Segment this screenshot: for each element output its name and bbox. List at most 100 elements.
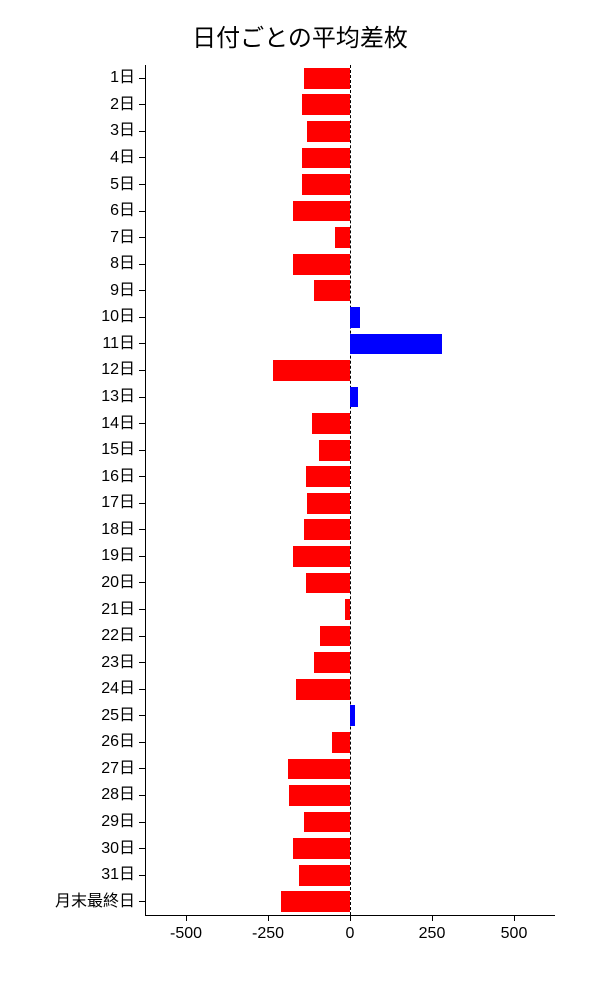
y-tick bbox=[139, 370, 145, 371]
bar-21 bbox=[345, 599, 350, 620]
bar-29 bbox=[304, 812, 350, 833]
y-tick bbox=[139, 742, 145, 743]
bar-10 bbox=[350, 307, 360, 328]
bar-17 bbox=[307, 493, 350, 514]
y-label: 10日 bbox=[101, 309, 135, 325]
y-tick bbox=[139, 211, 145, 212]
x-label: 500 bbox=[501, 925, 528, 943]
bar-30 bbox=[293, 838, 350, 859]
y-tick bbox=[139, 556, 145, 557]
bar-25 bbox=[350, 705, 355, 726]
x-label: -500 bbox=[170, 925, 202, 943]
x-tick bbox=[432, 915, 433, 921]
y-tick bbox=[139, 822, 145, 823]
bar-28 bbox=[289, 785, 350, 806]
y-label: 29日 bbox=[101, 814, 135, 830]
chart-container: 日付ごとの平均差枚 1日2日3日4日5日6日7日8日9日10日11日12日13日… bbox=[0, 0, 600, 1000]
y-tick bbox=[139, 875, 145, 876]
y-label: 12日 bbox=[101, 362, 135, 378]
y-tick bbox=[139, 476, 145, 477]
y-tick bbox=[139, 662, 145, 663]
y-tick bbox=[139, 529, 145, 530]
bar-32 bbox=[281, 891, 350, 912]
y-tick bbox=[139, 131, 145, 132]
y-label: 21日 bbox=[101, 602, 135, 618]
bar-8 bbox=[293, 254, 350, 275]
bar-12 bbox=[273, 360, 350, 381]
plot-area: 1日2日3日4日5日6日7日8日9日10日11日12日13日14日15日16日1… bbox=[145, 65, 555, 915]
y-tick bbox=[139, 450, 145, 451]
x-label: 250 bbox=[419, 925, 446, 943]
y-tick bbox=[139, 689, 145, 690]
x-tick bbox=[186, 915, 187, 921]
bar-6 bbox=[293, 201, 350, 222]
y-tick bbox=[139, 184, 145, 185]
y-axis-line bbox=[145, 65, 146, 915]
y-label: 30日 bbox=[101, 841, 135, 857]
y-tick bbox=[139, 503, 145, 504]
bar-19 bbox=[293, 546, 350, 567]
bar-5 bbox=[302, 174, 350, 195]
bar-22 bbox=[320, 626, 350, 647]
bar-11 bbox=[350, 334, 442, 355]
y-tick bbox=[139, 290, 145, 291]
bar-24 bbox=[296, 679, 350, 700]
y-label: 27日 bbox=[101, 761, 135, 777]
bar-4 bbox=[302, 148, 350, 169]
bar-15 bbox=[319, 440, 350, 461]
bar-27 bbox=[288, 759, 350, 780]
y-label: 3日 bbox=[110, 123, 135, 139]
bar-2 bbox=[302, 94, 350, 115]
x-label: 0 bbox=[346, 925, 355, 943]
bar-18 bbox=[304, 519, 350, 540]
y-label: 18日 bbox=[101, 522, 135, 538]
y-label: 1日 bbox=[110, 70, 135, 86]
y-label: 14日 bbox=[101, 416, 135, 432]
y-tick bbox=[139, 104, 145, 105]
bar-31 bbox=[299, 865, 350, 886]
y-tick bbox=[139, 715, 145, 716]
y-tick bbox=[139, 78, 145, 79]
y-tick bbox=[139, 901, 145, 902]
y-tick bbox=[139, 848, 145, 849]
x-label: -250 bbox=[252, 925, 284, 943]
y-label: 月末最終日 bbox=[55, 894, 135, 910]
y-label: 7日 bbox=[110, 230, 135, 246]
y-tick bbox=[139, 343, 145, 344]
y-label: 24日 bbox=[101, 681, 135, 697]
y-label: 17日 bbox=[101, 495, 135, 511]
chart-title: 日付ごとの平均差枚 bbox=[0, 18, 600, 53]
bar-16 bbox=[306, 466, 350, 487]
y-label: 25日 bbox=[101, 708, 135, 724]
bar-9 bbox=[314, 280, 350, 301]
y-label: 9日 bbox=[110, 283, 135, 299]
x-tick bbox=[514, 915, 515, 921]
x-tick bbox=[350, 915, 351, 921]
y-label: 26日 bbox=[101, 734, 135, 750]
bar-1 bbox=[304, 68, 350, 89]
y-tick bbox=[139, 237, 145, 238]
bar-14 bbox=[312, 413, 350, 434]
y-label: 6日 bbox=[110, 203, 135, 219]
y-label: 11日 bbox=[102, 336, 135, 352]
y-tick bbox=[139, 423, 145, 424]
y-label: 23日 bbox=[101, 655, 135, 671]
y-tick bbox=[139, 157, 145, 158]
y-tick bbox=[139, 582, 145, 583]
bar-7 bbox=[335, 227, 350, 248]
y-label: 8日 bbox=[110, 256, 135, 272]
y-tick bbox=[139, 264, 145, 265]
y-label: 2日 bbox=[110, 97, 135, 113]
y-label: 4日 bbox=[110, 150, 135, 166]
x-tick bbox=[268, 915, 269, 921]
y-label: 22日 bbox=[101, 628, 135, 644]
y-label: 13日 bbox=[101, 389, 135, 405]
y-label: 19日 bbox=[101, 548, 135, 564]
y-tick bbox=[139, 795, 145, 796]
bar-13 bbox=[350, 387, 358, 408]
y-label: 28日 bbox=[101, 787, 135, 803]
y-tick bbox=[139, 609, 145, 610]
y-label: 5日 bbox=[110, 177, 135, 193]
bar-23 bbox=[314, 652, 350, 673]
y-label: 20日 bbox=[101, 575, 135, 591]
